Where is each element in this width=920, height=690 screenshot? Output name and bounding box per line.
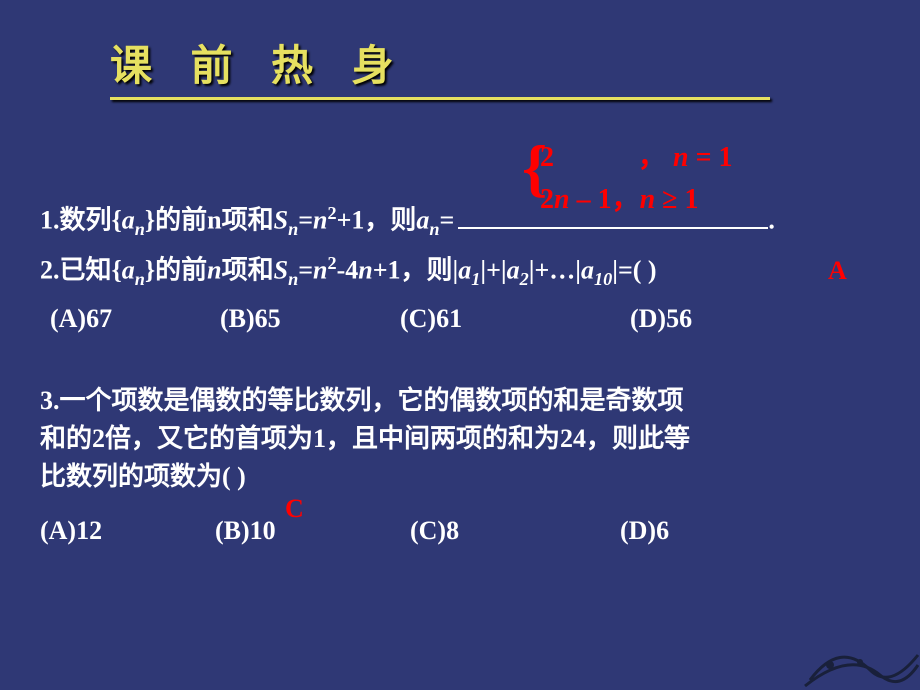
- q3-opt-d: (D)6: [620, 512, 669, 550]
- q1-blank: [458, 200, 768, 229]
- q2-Ssub: n: [288, 269, 298, 289]
- q2-a10: a: [581, 256, 594, 285]
- q2-mid3: -4: [337, 256, 359, 285]
- q2-p2: |+…|: [529, 256, 581, 285]
- q1-eq2: =: [440, 206, 455, 235]
- q3-options: (A)12 (B)10 (C)8 (D)6: [40, 512, 880, 548]
- q2-nb: n: [313, 256, 327, 285]
- q2-sq: 2: [328, 253, 337, 273]
- q1-mid3: +1，则: [337, 206, 417, 235]
- brace-icon: {: [522, 133, 547, 203]
- q2-a1: a: [458, 256, 471, 285]
- pw1-comma: ，: [638, 142, 666, 173]
- q2-a: a: [122, 256, 135, 285]
- q2-opt-d: (D)56: [630, 300, 692, 338]
- q2-S: S: [274, 256, 288, 285]
- q1-sub: n: [135, 219, 145, 239]
- q1-eq: =: [298, 206, 313, 235]
- q2-n2: n: [358, 256, 372, 285]
- q1-S: S: [274, 206, 288, 235]
- slide: 课 前 热 身 { 2 ， n = 1 2n – 1，n ≥ 1 1.数列{an…: [0, 0, 920, 690]
- q2-tail: |=( ): [612, 256, 656, 285]
- corner-decoration-icon: [800, 620, 920, 690]
- q1-a2: a: [416, 206, 429, 235]
- pw1-n: n: [673, 142, 689, 173]
- q1-Ssub: n: [288, 219, 298, 239]
- q2-s2: 2: [520, 269, 529, 289]
- q2-a2: a: [507, 256, 520, 285]
- piecewise-row-1: 2 ， n = 1: [540, 135, 733, 175]
- question-2: 2.已知{an}的前n项和Sn=n2-4n+1，则|a1|+|a2|+…|a10…: [40, 250, 880, 336]
- q1-sub2: n: [429, 219, 439, 239]
- q3-line2a: 和的2倍，又它的首项为1，且中间两项的和为24，则此等: [40, 420, 880, 458]
- q2-sub: n: [135, 269, 145, 289]
- q2-s1: 1: [471, 269, 480, 289]
- q1-period: .: [768, 206, 775, 235]
- q2-mid2: 项和: [222, 256, 274, 285]
- page-title: 课 前 热 身: [110, 32, 770, 93]
- q2-opt-b: (B)65: [220, 300, 281, 338]
- q3-line2b: 比数列的项数为( ): [40, 458, 880, 496]
- q2-options: (A)67 (B)65 (C)61 (D)56: [50, 300, 880, 336]
- q3-opt-b: (B)10: [215, 512, 276, 550]
- q2-s10: 10: [594, 269, 612, 289]
- q1-mid1: }的前n项和: [145, 206, 274, 235]
- q2-text: 2.已知{an}的前n项和Sn=n2-4n+1，则|a1|+|a2|+…|a10…: [40, 250, 880, 292]
- title-underline: [110, 97, 770, 100]
- q2-answer: A: [828, 252, 847, 290]
- title-block: 课 前 热 身: [110, 32, 770, 100]
- q2-opt-c: (C)61: [400, 300, 462, 338]
- q2-opt-a: (A)67: [50, 300, 112, 338]
- q2-n: n: [207, 256, 221, 285]
- q2-prefix: 2.已知{: [40, 256, 122, 285]
- q2-eq: =: [298, 256, 313, 285]
- q1-a: a: [122, 206, 135, 235]
- pw1-eq: = 1: [689, 142, 733, 173]
- q2-mid1: }的前: [145, 256, 207, 285]
- q2-p1: |+|: [480, 256, 506, 285]
- q1-sq: 2: [327, 203, 336, 223]
- content-area: 1.数列{an}的前n项和Sn=n2+1，则an=. 2.已知{an}的前n项和…: [40, 200, 880, 556]
- q1-n: n: [313, 206, 327, 235]
- question-3: 3.一个项数是偶数的等比数列，它的偶数项的和是奇数项 和的2倍，又它的首项为1，…: [40, 382, 880, 547]
- q3-opt-c: (C)8: [410, 512, 459, 550]
- q2-mid3b: +1，则|: [373, 256, 459, 285]
- question-1: 1.数列{an}的前n项和Sn=n2+1，则an=.: [40, 200, 880, 242]
- q3-line1: 3.一个项数是偶数的等比数列，它的偶数项的和是奇数项: [40, 382, 880, 420]
- q1-prefix: 1.数列{: [40, 206, 122, 235]
- q3-opt-a: (A)12: [40, 512, 102, 550]
